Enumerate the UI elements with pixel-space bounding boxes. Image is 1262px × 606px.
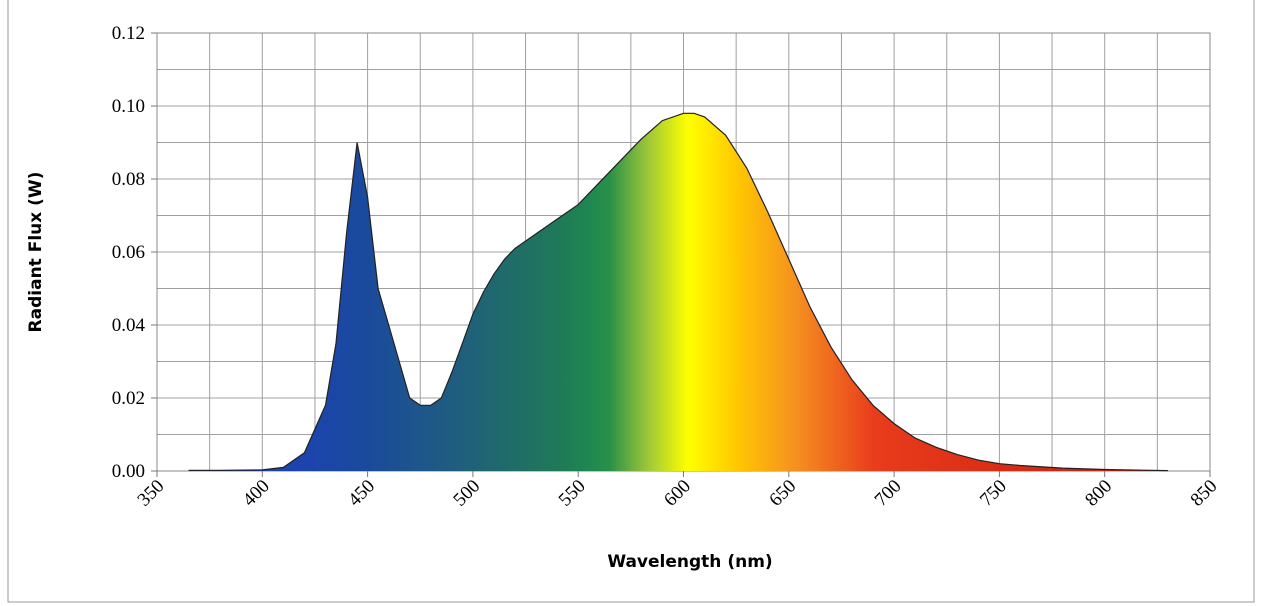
y-tick-label: 0.04 xyxy=(112,315,146,336)
x-tick-label: 700 xyxy=(871,476,906,511)
x-tick-label: 800 xyxy=(1081,476,1116,511)
x-tick-label: 400 xyxy=(239,476,274,511)
x-tick-label: 750 xyxy=(976,476,1011,511)
x-tick-label: 500 xyxy=(449,476,484,511)
x-axis-title: Wavelength (nm) xyxy=(607,552,772,572)
y-tick-label: 0.02 xyxy=(112,388,145,409)
y-tick-label: 0.08 xyxy=(112,169,145,190)
x-tick-label: 550 xyxy=(555,476,590,511)
x-tick-label: 650 xyxy=(765,476,800,511)
y-tick-label: 0.12 xyxy=(112,23,145,44)
spectrum-line xyxy=(188,112,1168,472)
y-tick-label: 0.00 xyxy=(112,461,145,482)
x-tick-label: 450 xyxy=(344,476,379,511)
x-tick-label: 600 xyxy=(660,476,695,511)
y-tick-label: 0.10 xyxy=(112,96,145,117)
x-tick-label: 850 xyxy=(1187,476,1222,511)
spectrum-area xyxy=(188,113,1168,472)
chart-frame xyxy=(7,0,1255,603)
y-axis-title: Radiant Flux (W) xyxy=(26,172,46,333)
y-tick-label: 0.06 xyxy=(112,242,145,263)
